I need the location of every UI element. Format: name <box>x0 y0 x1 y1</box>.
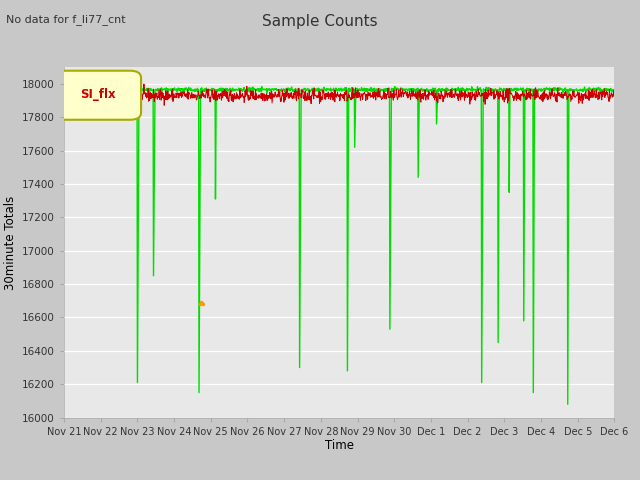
Legend: wmp_cnt, lgr_cnt, li75_cnt: wmp_cnt, lgr_cnt, li75_cnt <box>189 478 490 480</box>
Text: SI_flx: SI_flx <box>80 88 116 101</box>
X-axis label: Time: Time <box>324 439 354 453</box>
Text: Sample Counts: Sample Counts <box>262 14 378 29</box>
FancyBboxPatch shape <box>56 71 141 120</box>
Y-axis label: 30minute Totals: 30minute Totals <box>4 195 17 289</box>
Text: No data for f_li77_cnt: No data for f_li77_cnt <box>6 14 126 25</box>
